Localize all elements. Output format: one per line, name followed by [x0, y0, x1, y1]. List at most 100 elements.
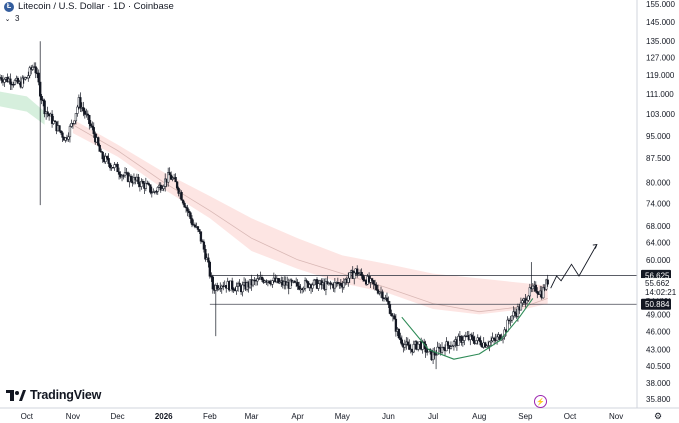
candle [231, 277, 234, 293]
candle [241, 281, 244, 297]
candle [189, 211, 192, 224]
candle [91, 121, 94, 131]
candle [257, 275, 261, 280]
candle [175, 181, 179, 191]
candle [174, 173, 177, 183]
candle [34, 62, 37, 79]
candle [190, 215, 194, 228]
candle [412, 340, 415, 354]
candle [89, 120, 92, 129]
candle [161, 184, 164, 191]
candle [73, 120, 76, 125]
projection-arrowhead [592, 243, 598, 249]
candle [37, 69, 40, 86]
time-axis[interactable]: Oct Nov Dec 2026 Feb Mar Apr May Jun Jul Aug Sep Oct… [21, 412, 624, 421]
candle [510, 315, 514, 323]
candle [202, 239, 206, 253]
candle [424, 340, 427, 358]
candle [375, 282, 378, 291]
candle [43, 98, 46, 118]
candle [525, 296, 529, 304]
candle [397, 327, 401, 340]
time-tick-label: Oct [564, 412, 577, 421]
candle [76, 104, 79, 117]
candle [528, 283, 531, 300]
candle [86, 110, 89, 121]
candle [463, 334, 466, 346]
candle [232, 287, 235, 293]
indicator-bands [0, 91, 548, 315]
candle [452, 340, 456, 351]
projection-path[interactable] [550, 244, 598, 289]
time-tick-label: Sep [518, 412, 533, 421]
candle [235, 282, 238, 295]
candle [104, 152, 107, 164]
candle [27, 71, 30, 82]
candle [312, 278, 316, 286]
candle [42, 98, 45, 107]
candle [521, 298, 524, 307]
candle [289, 278, 292, 289]
price-tick-label: 43.000 [646, 346, 671, 355]
svg-text:56.625: 56.625 [645, 271, 670, 280]
candle [545, 278, 548, 291]
candle [140, 178, 143, 190]
candle [303, 277, 307, 292]
candle [484, 341, 487, 348]
cup-curve[interactable] [401, 298, 534, 360]
candle [88, 114, 91, 130]
candle [372, 280, 375, 290]
candle [199, 231, 203, 244]
price-tick-label: 145.000 [646, 18, 675, 27]
candle [489, 336, 493, 347]
candle [339, 279, 342, 289]
price-tick-label: 68.000 [646, 222, 671, 231]
candle [13, 78, 17, 86]
price-tick-label: 87.500 [646, 154, 671, 163]
candle [129, 174, 133, 183]
price-tick-label: 46.000 [646, 327, 671, 336]
time-tick-label: Feb [203, 412, 217, 421]
candle [388, 301, 392, 315]
candle [156, 186, 159, 195]
candle [171, 176, 174, 182]
time-tick-label: Aug [472, 412, 486, 421]
indicator-count: 3 [15, 14, 20, 23]
price-tick-label: 111.000 [646, 90, 674, 99]
candle [137, 173, 140, 188]
candle [101, 151, 104, 163]
candle [116, 161, 119, 173]
price-tick-label: 64.000 [646, 238, 671, 247]
price-tick-label: 103.000 [646, 110, 675, 119]
indicator-toggle[interactable]: ⌄ 3 [3, 14, 20, 23]
candle [512, 306, 515, 320]
lightning-icon[interactable]: ⚡ [534, 395, 547, 408]
candle [79, 92, 82, 113]
candle [83, 108, 86, 119]
candle [141, 179, 145, 184]
candle [123, 167, 127, 178]
candle [181, 199, 185, 206]
candle [302, 286, 305, 293]
candle [186, 204, 189, 217]
candle [394, 313, 398, 337]
candle [363, 276, 366, 282]
symbol-header[interactable]: Ł Litecoin / U.S. Dollar · 1D · Coinbase [4, 1, 174, 12]
price-tick-label: 38.000 [646, 379, 671, 388]
candle [403, 339, 406, 351]
time-tick-label: Mar [245, 412, 259, 421]
time-tick-label: Jun [382, 412, 395, 421]
candle [70, 119, 73, 128]
candle [324, 277, 328, 296]
candle [298, 281, 301, 291]
svg-text:55.662: 55.662 [645, 279, 670, 288]
price-tick-label: 35.800 [646, 395, 671, 404]
gear-icon[interactable]: ⚙ [653, 410, 663, 421]
candle [534, 281, 537, 293]
candle [3, 77, 6, 87]
candle [113, 162, 116, 171]
candle [542, 284, 545, 299]
candle [92, 122, 95, 138]
